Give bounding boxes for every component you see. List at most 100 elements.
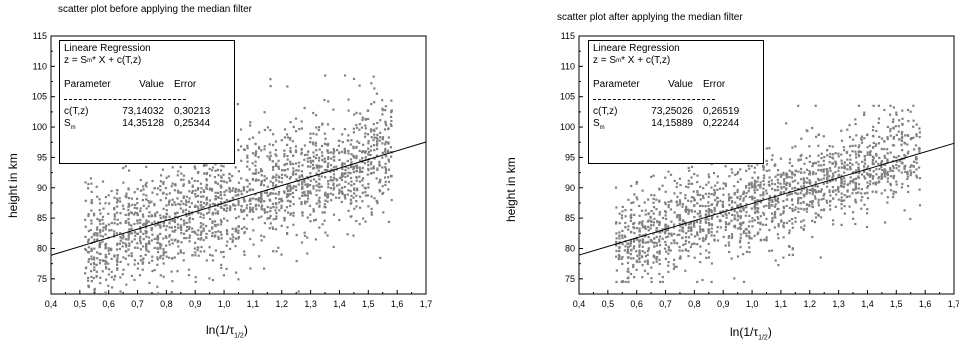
data-point [806, 129, 809, 133]
data-point [323, 203, 326, 206]
data-point [658, 222, 661, 225]
data-point [222, 255, 225, 258]
data-point [186, 229, 189, 232]
data-point [301, 164, 304, 167]
data-point [358, 149, 361, 152]
data-point [635, 259, 638, 262]
data-point [907, 150, 910, 153]
data-point [156, 234, 160, 237]
data-point [820, 208, 823, 212]
data-point [376, 168, 379, 171]
data-point [913, 148, 916, 151]
data-point [188, 221, 191, 224]
data-point [249, 124, 252, 127]
data-point [918, 166, 921, 169]
data-point [771, 154, 774, 157]
data-point [104, 202, 107, 205]
data-point [817, 198, 820, 201]
data-point [667, 270, 670, 273]
data-point [101, 229, 105, 232]
data-point [311, 163, 315, 166]
data-point [188, 213, 191, 216]
data-point [187, 200, 190, 203]
data-point [872, 157, 875, 160]
data-point [785, 181, 789, 185]
data-point [237, 215, 240, 218]
data-point [663, 247, 667, 250]
data-point [347, 189, 350, 192]
data-point [236, 103, 239, 106]
data-point [277, 165, 280, 169]
data-point [174, 203, 177, 206]
data-point [87, 187, 90, 190]
data-point [630, 216, 633, 219]
x-tick-label: 1,0 [746, 299, 759, 309]
x-tick-label: 1,6 [919, 299, 932, 309]
data-point [768, 195, 771, 198]
data-point [705, 217, 708, 220]
data-point [748, 235, 751, 238]
data-point [216, 223, 219, 226]
data-point [338, 139, 341, 142]
data-point [150, 229, 153, 232]
data-point [99, 230, 102, 233]
data-point [329, 192, 332, 195]
data-point [107, 223, 111, 226]
data-point [621, 205, 624, 208]
data-point [704, 238, 707, 241]
data-point [696, 202, 699, 205]
data-point [90, 209, 93, 212]
data-point [229, 179, 232, 182]
data-point [756, 207, 759, 210]
data-point [907, 190, 910, 193]
data-point [384, 128, 387, 131]
data-point [843, 199, 846, 202]
data-point [248, 137, 251, 141]
data-point [361, 179, 364, 182]
data-point [359, 112, 362, 115]
data-point [289, 147, 292, 150]
data-point [98, 209, 101, 212]
data-point [139, 230, 142, 233]
data-point [765, 163, 769, 166]
data-point [901, 109, 904, 112]
data-point [644, 241, 647, 244]
data-point [379, 190, 382, 193]
data-point [364, 124, 367, 127]
data-point [105, 224, 108, 227]
data-point [145, 181, 148, 184]
data-point [222, 274, 225, 277]
data-point [249, 206, 252, 209]
data-point [200, 245, 203, 249]
data-point [220, 251, 223, 254]
data-point [294, 117, 298, 120]
data-point [776, 208, 779, 211]
data-point [326, 150, 329, 153]
data-point [312, 187, 315, 190]
data-point [782, 256, 785, 259]
data-point [863, 137, 866, 140]
data-point [678, 222, 681, 225]
data-point [249, 188, 252, 191]
data-point [168, 192, 171, 195]
data-point [693, 225, 696, 228]
chart-panel-after: scatter plot after applying the median f… [480, 0, 959, 347]
data-point [788, 193, 791, 196]
data-point [225, 204, 228, 207]
data-point [696, 243, 699, 246]
data-point [104, 253, 107, 256]
data-point [777, 181, 780, 184]
data-point [222, 208, 226, 211]
y-tick-label: 100 [560, 122, 575, 132]
data-point [369, 128, 372, 131]
data-point [647, 212, 650, 215]
data-point [901, 123, 904, 126]
data-point [318, 166, 321, 169]
data-point [664, 214, 667, 217]
data-point [291, 191, 294, 195]
data-point [387, 180, 391, 184]
data-point [866, 153, 869, 156]
data-point [130, 254, 133, 257]
data-point [148, 292, 151, 296]
data-point [263, 235, 266, 238]
